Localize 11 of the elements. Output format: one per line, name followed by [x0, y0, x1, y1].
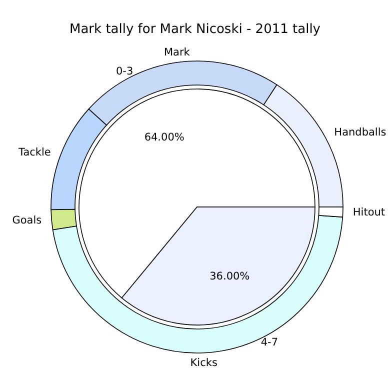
- slice-label: Kicks: [190, 356, 218, 369]
- slice-label: 0-3: [116, 65, 134, 78]
- slice-label: Hitout: [352, 206, 386, 218]
- slice-label: Goals: [12, 214, 42, 227]
- data-label: 36.00%: [210, 270, 250, 282]
- chart-title: Mark tally for Mark Nicoski - 2011 tally: [68, 22, 322, 37]
- slice-label: Tackle: [18, 146, 51, 158]
- data-label: 64.00%: [144, 132, 184, 144]
- slice-label: Handballs: [334, 126, 386, 139]
- slice-label: 4-7: [260, 336, 278, 349]
- slice-label: Mark: [164, 46, 191, 58]
